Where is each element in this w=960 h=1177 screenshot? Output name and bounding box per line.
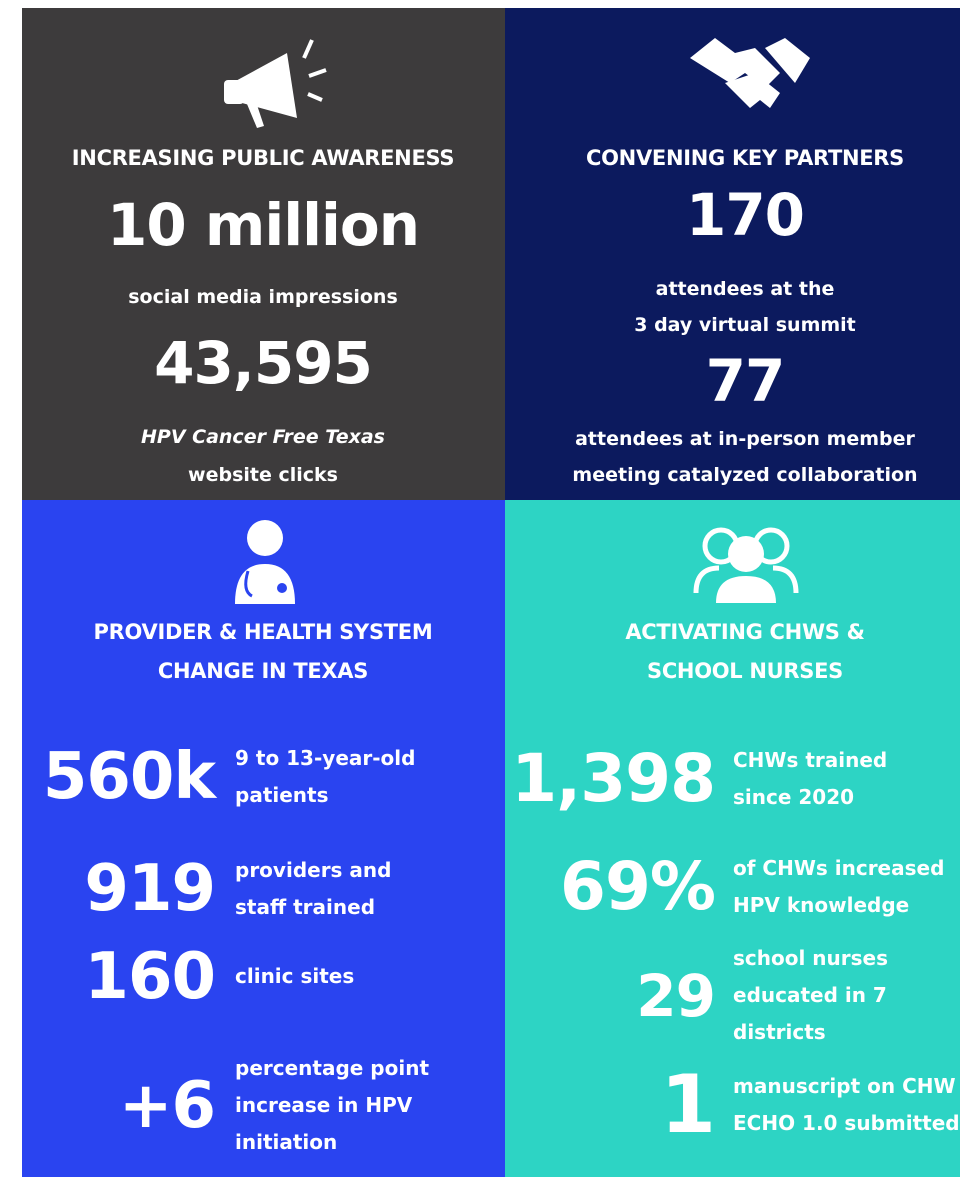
panel-title: CHANGE IN TEXAS bbox=[157, 659, 369, 683]
stat-label: 3 day virtual summit bbox=[634, 314, 856, 336]
stat-number: 560k bbox=[42, 740, 216, 814]
stat-label: attendees at the bbox=[655, 278, 835, 300]
panel-title: CONVENING KEY PARTNERS bbox=[586, 146, 904, 170]
panel-title: PROVIDER & HEALTH SYSTEM bbox=[93, 620, 433, 644]
stat-number: 43,595 bbox=[154, 329, 373, 397]
stat-label: website clicks bbox=[188, 464, 338, 486]
stat-label: initiation bbox=[235, 1130, 338, 1154]
stat-label: attendees at in-person member bbox=[575, 428, 915, 450]
stat-label: clinic sites bbox=[235, 964, 355, 988]
stat-number: 1,398 bbox=[511, 740, 716, 817]
stat-label: HPV knowledge bbox=[733, 893, 910, 917]
stat-label: social media impressions bbox=[128, 286, 398, 308]
megaphone-icon bbox=[224, 39, 327, 128]
stat-label: providers and bbox=[235, 858, 392, 882]
panel-title: INCREASING PUBLIC AWARENESS bbox=[71, 146, 455, 170]
stat-number: +6 bbox=[118, 1068, 216, 1143]
panel-partners: CONVENING KEY PARTNERS 170 attendees at … bbox=[505, 8, 960, 500]
stat-label: CHWs trained bbox=[733, 748, 888, 772]
stat-label: ECHO 1.0 submitted bbox=[733, 1111, 960, 1135]
stat-number: 170 bbox=[685, 181, 805, 249]
panel-title: ACTIVATING CHWS & bbox=[625, 620, 865, 644]
stat-label: of CHWs increased bbox=[733, 856, 945, 880]
stat-number: 1 bbox=[660, 1058, 716, 1151]
stat-label: educated in 7 bbox=[733, 983, 887, 1007]
people-icon bbox=[693, 527, 799, 603]
stat-label: since 2020 bbox=[733, 785, 855, 809]
stat-number: 69% bbox=[560, 848, 716, 925]
stat-label: staff trained bbox=[235, 895, 376, 919]
doctor-icon bbox=[235, 520, 295, 604]
stat-number: 919 bbox=[84, 852, 216, 926]
panel-provider: PROVIDER & HEALTH SYSTEM CHANGE IN TEXAS… bbox=[22, 500, 505, 1177]
stat-label: manuscript on CHW bbox=[733, 1074, 956, 1098]
handshake-icon bbox=[690, 38, 810, 108]
stat-number: 29 bbox=[636, 961, 716, 1030]
stat-label-italic: HPV Cancer Free Texas bbox=[140, 426, 386, 448]
stat-label: school nurses bbox=[733, 946, 889, 970]
panel-title: SCHOOL NURSES bbox=[646, 659, 844, 683]
stat-label: 9 to 13-year-old bbox=[235, 746, 416, 770]
stat-label: increase in HPV bbox=[235, 1093, 413, 1117]
panel-awareness: INCREASING PUBLIC AWARENESS 10 million s… bbox=[22, 8, 505, 500]
stat-number: 77 bbox=[705, 347, 786, 415]
panel-chws: ACTIVATING CHWS & SCHOOL NURSES 1,398 CHW… bbox=[505, 500, 960, 1177]
stat-label: meeting catalyzed collaboration bbox=[572, 464, 918, 486]
stat-label: percentage point bbox=[235, 1056, 430, 1080]
stat-number: 10 million bbox=[106, 191, 420, 259]
stat-label: patients bbox=[235, 783, 329, 807]
stat-number: 160 bbox=[84, 939, 216, 1014]
stat-label: districts bbox=[733, 1020, 826, 1044]
